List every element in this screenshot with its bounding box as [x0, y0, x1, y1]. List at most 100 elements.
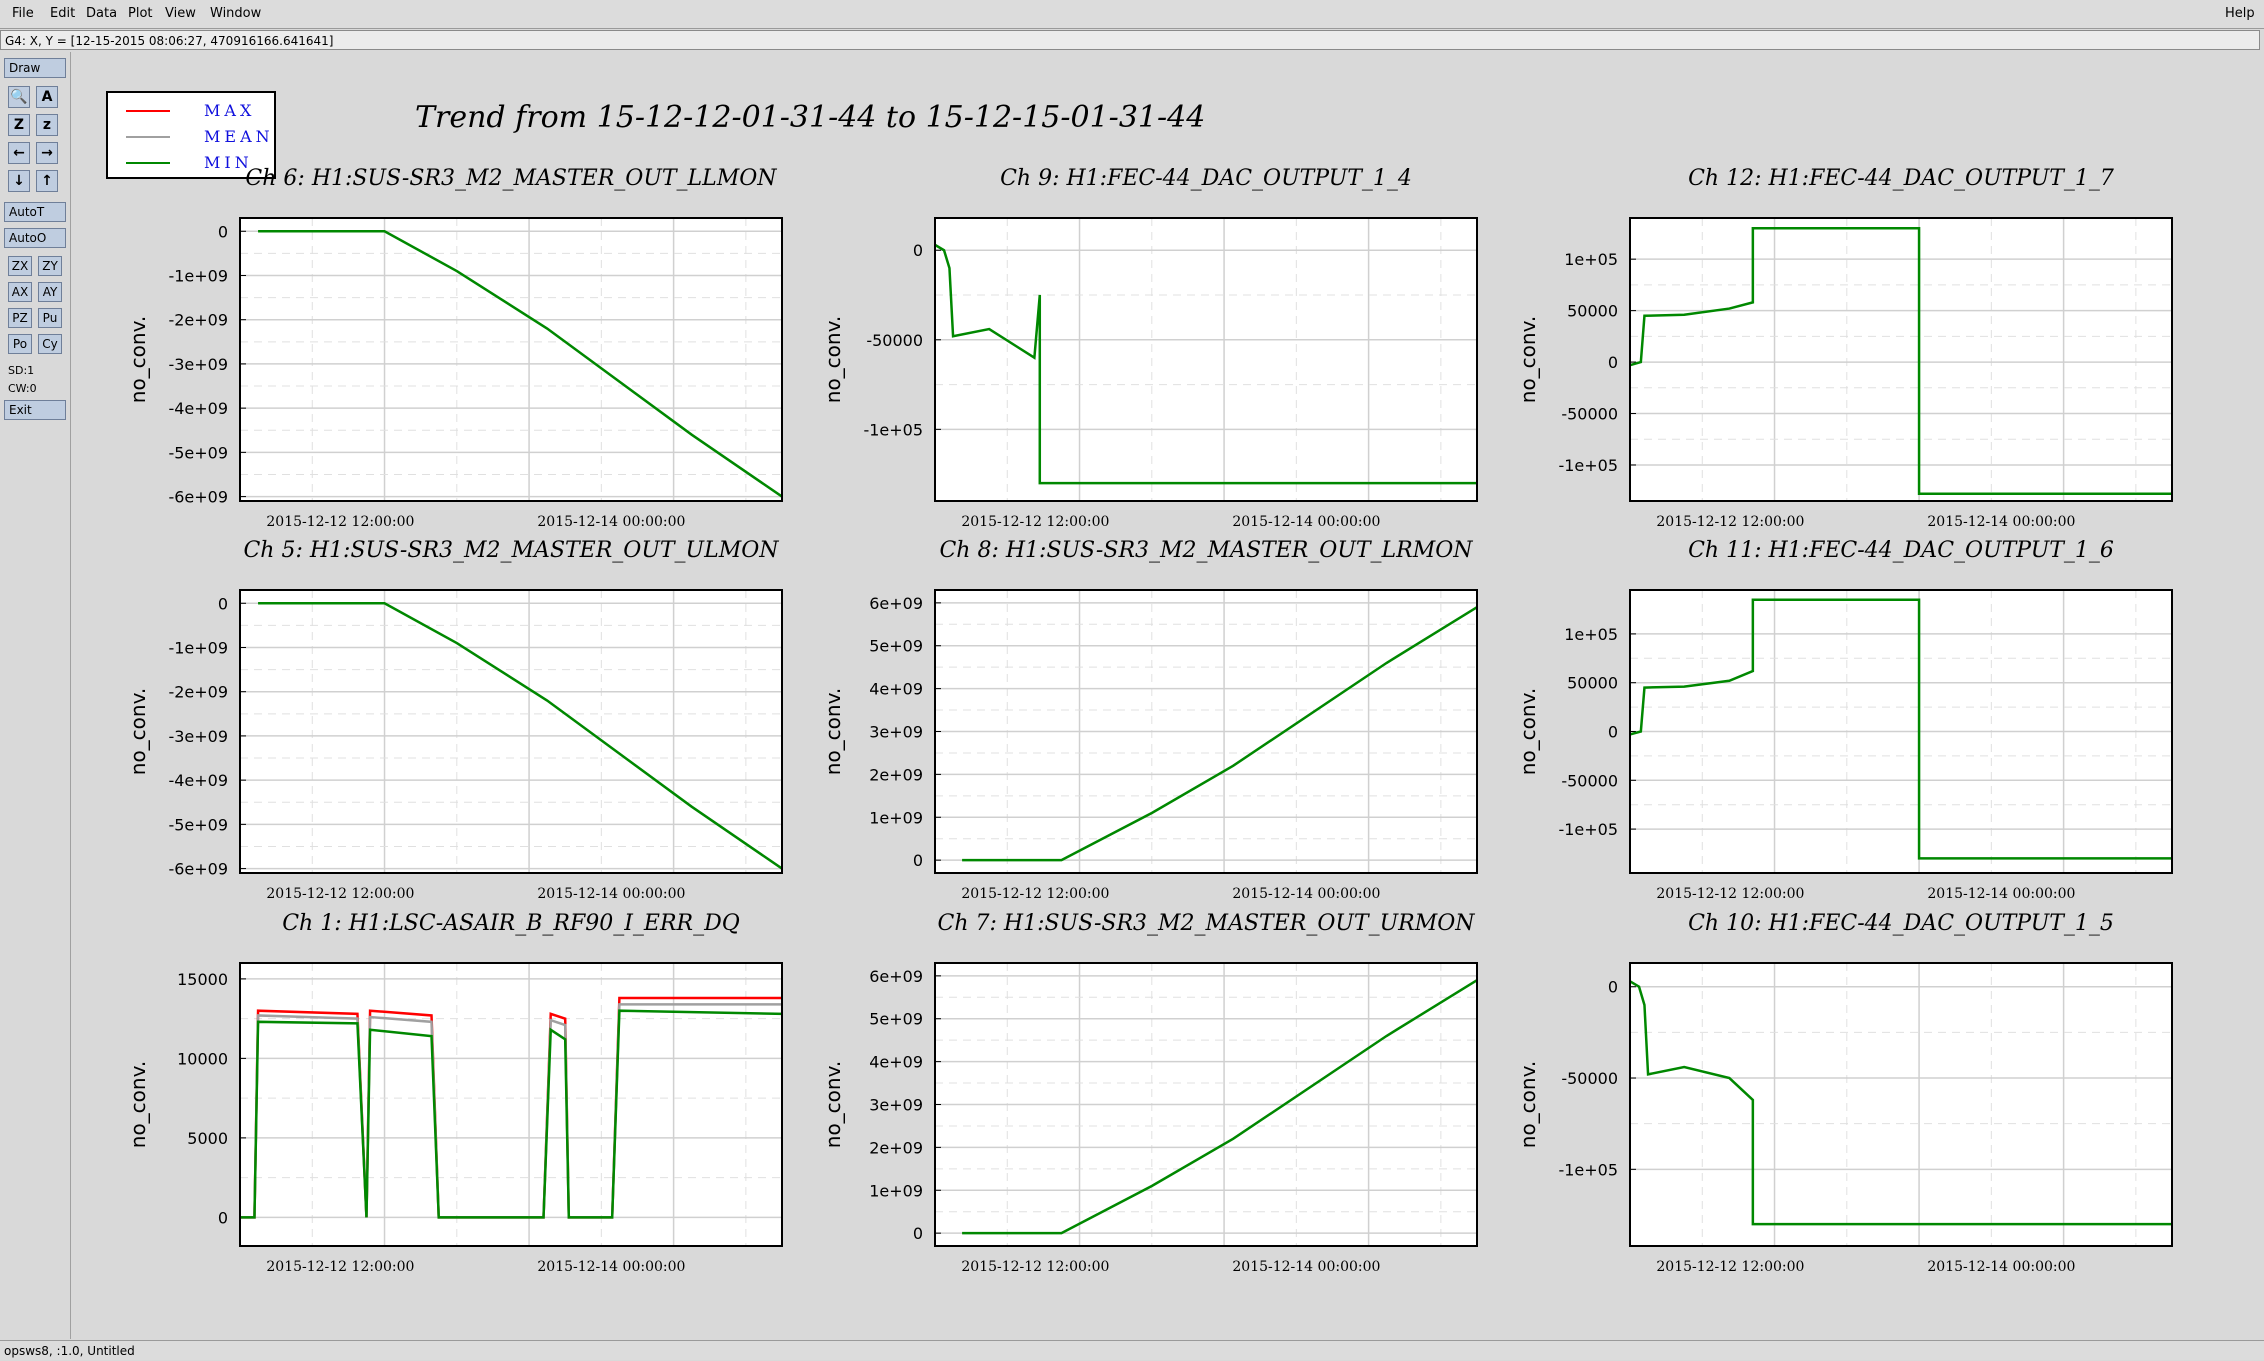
legend-min-swatch: [126, 162, 170, 164]
y-tick-label: 50000: [1567, 302, 1618, 321]
y-tick-label: 3e+09: [869, 1096, 923, 1115]
x-tick-label: 2015-12-12 12:00:00: [1656, 1259, 1804, 1275]
x-tick-label: 2015-12-12 12:00:00: [266, 886, 414, 902]
legend-min: MIN: [116, 153, 266, 173]
y-tick-label: -2e+09: [168, 311, 228, 330]
chart-title: Ch 8: H1:SUS-SR3_M2_MASTER_OUT_LRMON: [939, 538, 1473, 563]
chart-panel[interactable]: 0 -1e+09 -2e+09 -3e+09 -4e+09 -5e+09 -6e+09 201…: [100, 217, 842, 561]
status-bar: opsws8, :1.0, Untitled: [0, 1340, 2264, 1360]
plot-frame: [934, 217, 1478, 502]
chart-title: Ch 6: H1:SUS-SR3_M2_MASTER_OUT_LLMON: [245, 166, 777, 191]
y-tick-label: 5000: [187, 1129, 228, 1148]
chart-title: Ch 9: H1:FEC-44_DAC_OUTPUT_1_4: [1000, 166, 1412, 191]
ay-button[interactable]: AY: [38, 282, 62, 302]
plot-background: [935, 218, 1477, 501]
y-tick-label: -1e+05: [1558, 820, 1618, 839]
y-axis-label: no_conv.: [821, 1061, 845, 1148]
y-tick-label: 15000: [177, 970, 228, 989]
autoo-button[interactable]: AutoO: [4, 228, 66, 248]
plot-frame: [239, 589, 783, 874]
chart-panel[interactable]: 15000 10000 5000 0 2015-12-12 12:00:00 2015-1…: [100, 962, 842, 1306]
ax-button[interactable]: AX: [8, 282, 32, 302]
y-tick-label: 1e+05: [1564, 625, 1618, 644]
legend: MAX MEAN MIN: [106, 91, 276, 179]
x-tick-label: 2015-12-12 12:00:00: [1656, 886, 1804, 902]
y-tick-label: 50000: [1567, 674, 1618, 693]
draw-button[interactable]: Draw: [4, 58, 66, 78]
y-tick-label: 10000: [177, 1049, 228, 1068]
pz-button[interactable]: PZ: [8, 308, 32, 328]
y-axis-label: no_conv.: [126, 688, 150, 775]
coordinate-readout: G4: X, Y = [12-15-2015 08:06:27, 4709161…: [0, 30, 2260, 50]
as-icon[interactable]: A: [36, 86, 58, 108]
menu-window[interactable]: Window: [210, 6, 262, 21]
menu-view[interactable]: View: [165, 6, 196, 21]
toolbar: Draw 🔍 A Z z ← → ↓ ↑ AutoT AutoO ZX ZY A…: [0, 52, 71, 1339]
x-tick-label: 2015-12-12 12:00:00: [1656, 514, 1804, 530]
chart-title: Ch 5: H1:SUS-SR3_M2_MASTER_OUT_ULMON: [243, 538, 779, 563]
chart-panel[interactable]: 0 -50000 -1e+05 2015-12-12 12:00:00 2015-12-…: [1490, 962, 2232, 1306]
menu-help[interactable]: Help: [2225, 6, 2255, 21]
series-line: [258, 230, 783, 498]
y-axis-label: no_conv.: [126, 316, 150, 403]
y-tick-label: 2e+09: [869, 1138, 923, 1157]
pu-button[interactable]: Pu: [38, 308, 62, 328]
chart-panel[interactable]: 6e+09 5e+09 4e+09 3e+09 2e+09 1e+09 0 2015-12-1…: [795, 962, 1537, 1306]
z-small-icon[interactable]: z: [36, 114, 58, 136]
x-tick-label: 2015-12-12 12:00:00: [961, 1259, 1109, 1275]
menu-file[interactable]: File: [12, 6, 34, 21]
series-line: [1629, 227, 2172, 496]
left-arrow-icon[interactable]: ←: [8, 142, 30, 164]
x-tick-label: 2015-12-14 00:00:00: [1232, 886, 1380, 902]
up-arrow-icon[interactable]: ↑: [36, 170, 58, 192]
plot-frame: [934, 962, 1478, 1247]
series-line: [934, 243, 1477, 485]
y-tick-label: 0: [913, 1224, 923, 1243]
y-tick-label: -50000: [866, 331, 923, 350]
plot-frame: [239, 217, 783, 502]
chart-panel[interactable]: 0 -1e+09 -2e+09 -3e+09 -4e+09 -5e+09 -6e+09 201…: [100, 589, 842, 933]
x-tick-label: 2015-12-14 00:00:00: [1232, 514, 1380, 530]
menu-data[interactable]: Data: [86, 6, 118, 21]
zoom-icon[interactable]: 🔍: [8, 86, 30, 108]
y-tick-label: 5e+09: [869, 1010, 923, 1029]
y-tick-label: -6e+09: [168, 860, 228, 879]
down-arrow-icon[interactable]: ↓: [8, 170, 30, 192]
legend-max: MAX: [116, 101, 266, 121]
y-tick-label: 4e+09: [869, 1053, 923, 1072]
y-tick-label: -3e+09: [168, 355, 228, 374]
y-tick-label: -2e+09: [168, 683, 228, 702]
x-tick-label: 2015-12-14 00:00:00: [1927, 886, 2075, 902]
x-tick-label: 2015-12-14 00:00:00: [1927, 1259, 2075, 1275]
x-tick-label: 2015-12-12 12:00:00: [266, 514, 414, 530]
series-line: [962, 979, 1478, 1235]
right-arrow-icon[interactable]: →: [36, 142, 58, 164]
menu-plot[interactable]: Plot: [128, 6, 153, 21]
y-axis-label: no_conv.: [1516, 1061, 1540, 1148]
sd-indicator: SD:1: [8, 364, 35, 377]
cy-button[interactable]: Cy: [38, 334, 62, 354]
x-tick-label: 2015-12-14 00:00:00: [1232, 1259, 1380, 1275]
autot-button[interactable]: AutoT: [4, 202, 66, 222]
chart-panel[interactable]: 1e+05 50000 0 -50000 -1e+05 2015-12-12 12:00:…: [1490, 589, 2232, 933]
y-tick-label: -3e+09: [168, 727, 228, 746]
x-tick-label: 2015-12-12 12:00:00: [961, 886, 1109, 902]
y-tick-label: -4e+09: [168, 771, 228, 790]
series-line: [240, 1009, 783, 1219]
chart-title: Ch 12: H1:FEC-44_DAC_OUTPUT_1_7: [1688, 166, 2114, 191]
menu-edit[interactable]: Edit: [50, 6, 76, 21]
z-large-icon[interactable]: Z: [8, 114, 30, 136]
y-tick-label: -1e+05: [1558, 456, 1618, 475]
po-button[interactable]: Po: [8, 334, 32, 354]
y-tick-label: -1e+05: [863, 420, 923, 439]
chart-panel[interactable]: 1e+05 50000 0 -50000 -1e+05 2015-12-12 12:00:…: [1490, 217, 2232, 561]
chart-panel[interactable]: 6e+09 5e+09 4e+09 3e+09 2e+09 1e+09 0 2015-12-1…: [795, 589, 1537, 933]
plot-frame: [934, 589, 1478, 874]
x-tick-label: 2015-12-14 00:00:00: [537, 886, 685, 902]
y-tick-label: 1e+09: [869, 808, 923, 827]
zx-button[interactable]: ZX: [8, 256, 32, 276]
zy-button[interactable]: ZY: [38, 256, 62, 276]
chart-title: Ch 1: H1:LSC-ASAIR_B_RF90_I_ERR_DQ: [282, 911, 740, 936]
exit-button[interactable]: Exit: [4, 400, 66, 420]
chart-panel[interactable]: 0 -50000 -1e+05 2015-12-12 12:00:00 2015-12-…: [795, 217, 1537, 561]
